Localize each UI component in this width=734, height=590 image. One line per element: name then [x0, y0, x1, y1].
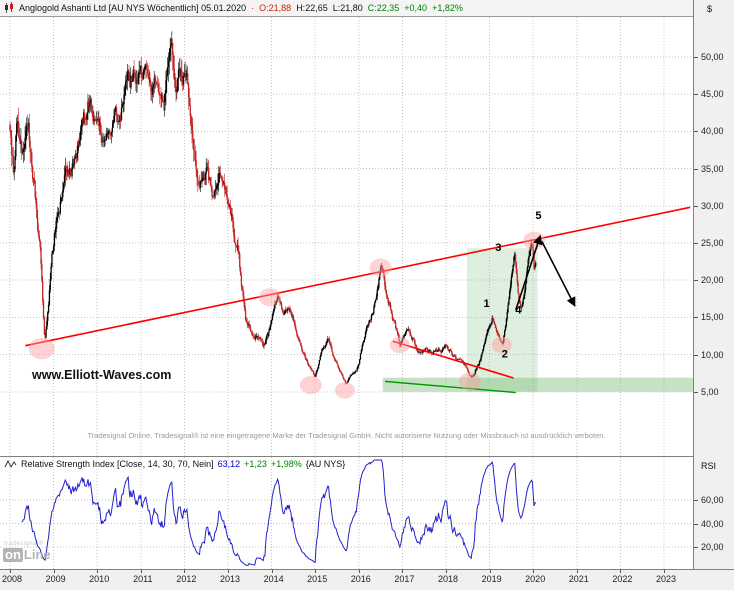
rsi-value: 63,12: [217, 459, 241, 469]
time-axis-year-label: 2023: [655, 574, 677, 584]
time-axis-year-label: 2021: [568, 574, 589, 584]
axis-tick-mark: [694, 57, 698, 58]
time-axis-year-label: 2014: [263, 574, 284, 584]
price-axis-unit: $: [707, 4, 713, 14]
axis-tick-mark: [694, 354, 698, 356]
price-chart-canvas[interactable]: 1 2 3 4 5: [0, 17, 693, 456]
rsi-axis-tick: 20,00: [701, 542, 724, 552]
time-axis-tick-mark: [489, 570, 491, 573]
logo-line-text: Line: [23, 547, 51, 562]
low-value: L:21,80: [332, 3, 363, 13]
time-axis-year-label: 2019: [481, 574, 502, 584]
wave-label-4: 4: [515, 305, 522, 317]
time-axis-year-label: 2009: [45, 574, 66, 584]
time-axis-year-label: 2010: [89, 574, 110, 584]
wave-label-5: 5: [535, 210, 541, 222]
axis-tick-mark: [694, 317, 698, 319]
time-axis-tick-mark: [228, 570, 229, 573]
wave-label-1: 1: [483, 298, 489, 310]
rsi-indicator-header: Relative Strength Index [Close, 14, 30, …: [4, 459, 345, 469]
wave-label-3: 3: [495, 242, 501, 254]
change-value: +0,40: [404, 3, 428, 13]
axis-tick-mark: [694, 547, 698, 548]
time-axis-tick-mark: [184, 570, 186, 573]
time-axis-year-label: 2012: [176, 574, 197, 584]
time-axis-tick-mark: [533, 570, 535, 573]
time-axis-tick-mark: [97, 570, 99, 573]
rsi-axis-tick: 40,00: [701, 518, 724, 529]
rsi-axis-tick: 60,00: [701, 495, 724, 505]
change-pct-value: +1,82%: [432, 3, 463, 13]
axis-tick-mark: [694, 205, 698, 207]
price-axis-tick: 20,00: [701, 275, 724, 286]
rsi-symbol: {AU NYS}: [305, 459, 346, 469]
time-axis-tick-mark: [53, 570, 55, 573]
ohlc-separator: ·: [251, 3, 255, 13]
axis-tick-mark: [694, 391, 698, 393]
candlestick-chart-icon: [4, 2, 14, 14]
time-axis-year-label: 2022: [612, 574, 633, 584]
time-axis[interactable]: 2008 2009 2010 2011 2012 2013 2014 2015 2016 2017…: [0, 569, 734, 590]
time-axis-year-label: 2016: [350, 574, 371, 584]
chart-header: Anglogold Ashanti Ltd [AU NYS Wöchentlic…: [0, 0, 734, 17]
time-axis-year-label: 2018: [437, 574, 459, 584]
axis-tick-mark: [694, 243, 698, 244]
price-axis[interactable]: $ RSI 50,00 45,00 40,00 35,00 30,00 25,00 20,0…: [693, 0, 734, 590]
time-axis-tick-mark: [664, 570, 665, 573]
time-axis-tick-mark: [576, 570, 578, 573]
rsi-change-pct: +1,98%: [270, 459, 302, 469]
axis-tick-mark: [694, 131, 698, 133]
wave-label-2: 2: [502, 349, 508, 361]
axis-tick-mark: [694, 94, 698, 96]
time-axis-year-label: 2011: [133, 574, 153, 584]
disclaimer-text: Tradesignal Online. Tradesignal® ist ein…: [87, 431, 606, 440]
price-axis-tick: 45,00: [701, 89, 724, 100]
price-axis-tick: 30,00: [701, 200, 724, 211]
time-axis-year-label: 2013: [219, 574, 241, 584]
tradesignal-logo: tradesignal® on Line: [3, 541, 51, 562]
axis-tick-mark: [694, 280, 698, 282]
time-axis-year-label: 2017: [394, 574, 415, 584]
time-axis-tick-mark: [402, 570, 404, 573]
time-axis-year-label: 2015: [307, 574, 328, 584]
time-axis-year-label: 2008: [1, 574, 23, 584]
close-value: C:22,35: [367, 3, 400, 13]
axis-tick-mark: [694, 500, 698, 501]
time-axis-tick-mark: [140, 570, 142, 573]
rsi-label: Relative Strength Index [Close, 14, 30, …: [21, 459, 214, 469]
time-axis-tick-mark: [620, 570, 622, 573]
price-axis-tick: 35,00: [701, 163, 724, 174]
wave-icon: [4, 459, 17, 469]
axis-tick-mark: [694, 168, 698, 170]
time-axis-tick-mark: [446, 570, 447, 573]
price-axis-tick: 40,00: [701, 126, 724, 137]
price-axis-tick: 50,00: [701, 52, 724, 62]
time-axis-tick-mark: [358, 570, 360, 573]
rsi-axis-unit: RSI: [701, 461, 717, 471]
watermark: www.Elliott-Waves.com: [32, 368, 172, 382]
axis-tick-mark: [694, 523, 698, 525]
panel-divider[interactable]: [0, 456, 693, 457]
logo-on-badge: on: [3, 547, 23, 562]
price-axis-tick: 5,00: [701, 386, 719, 397]
instrument-title: Anglogold Ashanti Ltd [AU NYS Wöchentlic…: [19, 3, 247, 13]
logo-brand-text: tradesignal®: [4, 541, 44, 547]
open-value: O:21,88: [259, 3, 292, 13]
price-axis-tick: 10,00: [701, 349, 724, 360]
time-axis-tick-mark: [271, 570, 273, 573]
price-axis-tick: 25,00: [701, 238, 724, 248]
time-axis-tick-mark: [315, 570, 317, 573]
rsi-chart-canvas[interactable]: [0, 457, 693, 569]
high-value: H:22,65: [296, 3, 328, 13]
price-axis-tick: 15,00: [701, 312, 724, 323]
time-axis-year-label: 2020: [525, 574, 546, 584]
rsi-change: +1,23: [244, 459, 267, 469]
time-axis-tick-mark: [10, 570, 11, 573]
